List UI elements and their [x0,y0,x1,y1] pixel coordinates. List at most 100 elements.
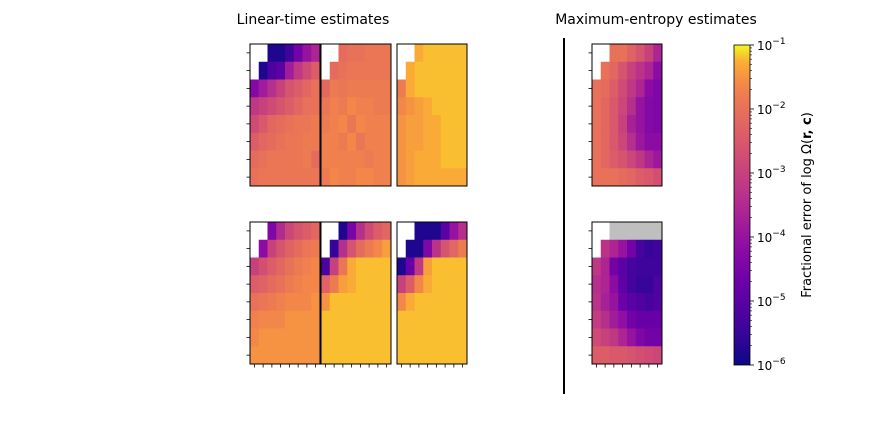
heatmap-cell [635,44,645,63]
heatmap-cell [635,61,645,80]
heatmap-cell [276,97,286,116]
heatmap-cell [338,310,348,329]
heatmap-cell [311,115,321,134]
heatmap-cell [609,79,619,98]
heatmap-cell [373,257,383,276]
heatmap-cell [267,328,277,347]
heatmap-cell [276,310,286,329]
heatmap-cell [432,222,442,241]
heatmap-cell [458,222,468,241]
heatmap-cell [449,328,459,347]
heatmap-cell [373,293,383,312]
heatmap-cell [302,44,312,63]
tick-base: 10 [757,103,772,117]
tick-base: 10 [757,167,772,181]
heatmap-cell [329,310,339,329]
heatmap-cell [609,310,619,329]
heatmap-cell [373,115,383,134]
heatmap-cell [609,168,619,187]
heatmap-cell [653,293,663,312]
heatmap-cell [635,132,645,151]
panel-gm [320,43,392,187]
heatmap-cell [618,257,628,276]
colorbar-tick-label: 10−5 [757,293,786,309]
heatmap-cell [258,293,268,312]
heatmap-cell [311,310,321,329]
heatmap-cell [329,239,339,258]
heatmap-cell [405,257,415,276]
heatmap-cell [405,239,415,258]
heatmap-cell [609,61,619,80]
heatmap-cell [258,97,268,116]
heatmap-cell [258,115,268,134]
heatmap-cell [458,239,468,258]
heatmap-cell [432,328,442,347]
heatmap-cell [449,79,459,98]
heatmap-cell [609,328,619,347]
heatmap-cell [414,132,424,151]
heatmap-cell [373,61,383,80]
heatmap-cell [258,79,268,98]
heatmap-cell [373,275,383,294]
panel-frame [320,221,392,365]
heatmap-cell [405,97,415,116]
heatmap-cell [329,115,339,134]
heatmap-cell [432,61,442,80]
heatmap-cell [414,222,424,241]
heatmap-cell [440,79,450,98]
panel-ec [246,43,321,187]
heatmap-cell [338,168,348,187]
heatmap-cell [285,257,295,276]
heatmap-cell [600,61,610,80]
heatmap-cell [302,346,312,365]
heatmap-cell [414,328,424,347]
heatmap-cell [414,257,424,276]
heatmap-cell [338,275,348,294]
heatmap-cell [440,132,450,151]
heatmap-cell [414,97,424,116]
heatmap-cell [440,168,450,187]
heatmap-cell [449,115,459,134]
heatmap-cell [592,168,602,187]
heatmap-cell [364,239,374,258]
heatmap-cell [285,132,295,151]
heatmap-cell [440,222,450,241]
heatmap-cell [338,239,348,258]
heatmap-cell [397,346,407,365]
heatmap-cell [293,239,303,258]
heatmap-cell [321,79,331,98]
heatmap-cell [356,239,366,258]
heatmap-cell [285,293,295,312]
heatmap-cell [653,346,663,365]
heatmap-cell [276,239,286,258]
heatmap-cell [373,150,383,169]
heatmap-cell [267,132,277,151]
panel-gaussian [588,43,663,187]
heatmap-cell [285,79,295,98]
heatmap-cell [449,61,459,80]
heatmap-cell [338,222,348,241]
heatmap-cell [635,275,645,294]
heatmap-cell [347,328,357,347]
heatmap-cell [458,293,468,312]
colorbar-tick-label: 10−4 [757,229,786,245]
heatmap-cell [311,97,321,116]
heatmap-cell [356,346,366,365]
heatmap-cell [382,150,392,169]
heatmap-cell [609,132,619,151]
heatmap-cell [600,97,610,116]
heatmap-cell [382,346,392,365]
heatmap-cell [635,257,645,276]
heatmap-cell [356,97,366,116]
heatmap-cell [405,346,415,365]
heatmap-cell [347,61,357,80]
heatmap-cell [364,150,374,169]
tick-base: 10 [757,231,772,245]
heatmap-cell [600,79,610,98]
panel-frame [249,43,321,187]
heatmap-cell [423,328,433,347]
heatmap-cell [432,168,442,187]
heatmap-cell [267,310,277,329]
heatmap-cell [635,97,645,116]
heatmap-cell [618,293,628,312]
